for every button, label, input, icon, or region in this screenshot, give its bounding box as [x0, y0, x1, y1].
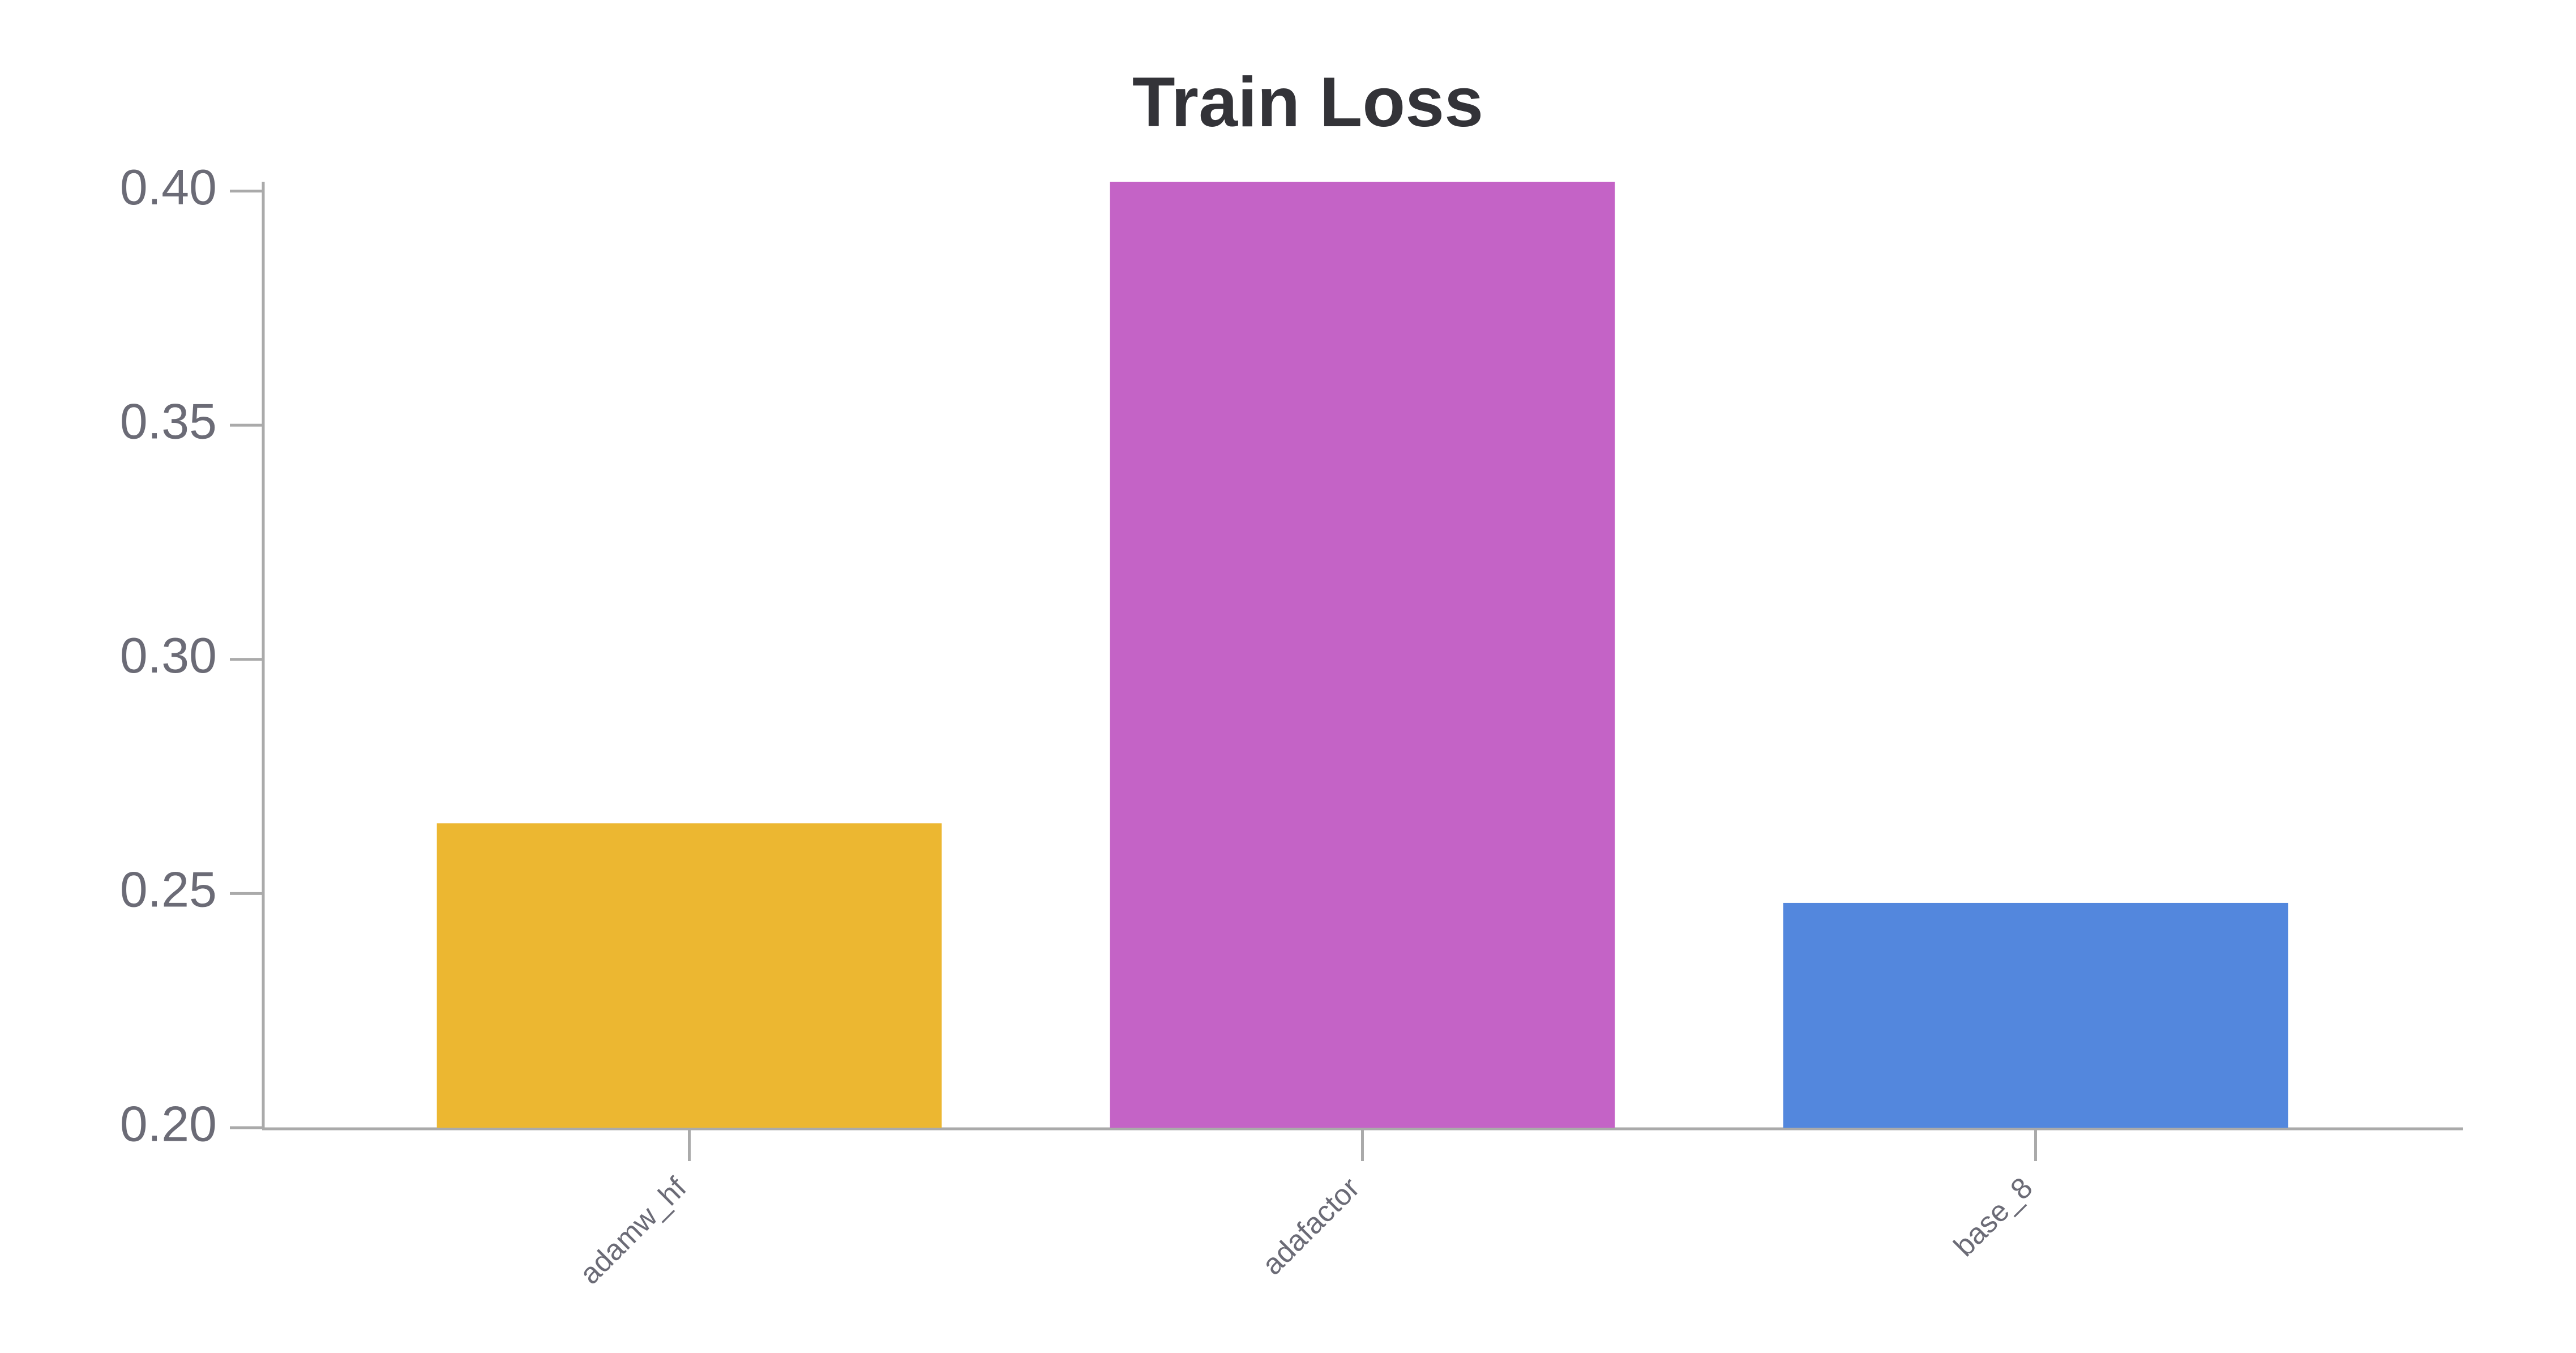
y-tick-label: 0.25: [120, 862, 217, 918]
y-tick-label: 0.30: [120, 627, 217, 683]
x-tick-label: adamw_hf: [574, 1171, 693, 1291]
chart-title: Train Loss: [1132, 63, 1483, 142]
y-tick-label: 0.35: [120, 393, 217, 449]
bar: [1783, 902, 2288, 1128]
y-tick-label: 0.40: [120, 159, 217, 215]
x-tick-label: base_8: [1948, 1171, 2039, 1263]
bar: [1110, 182, 1615, 1128]
bar: [437, 823, 942, 1128]
x-tick-label: adafactor: [1256, 1171, 1366, 1281]
y-tick-label: 0.20: [120, 1095, 217, 1151]
